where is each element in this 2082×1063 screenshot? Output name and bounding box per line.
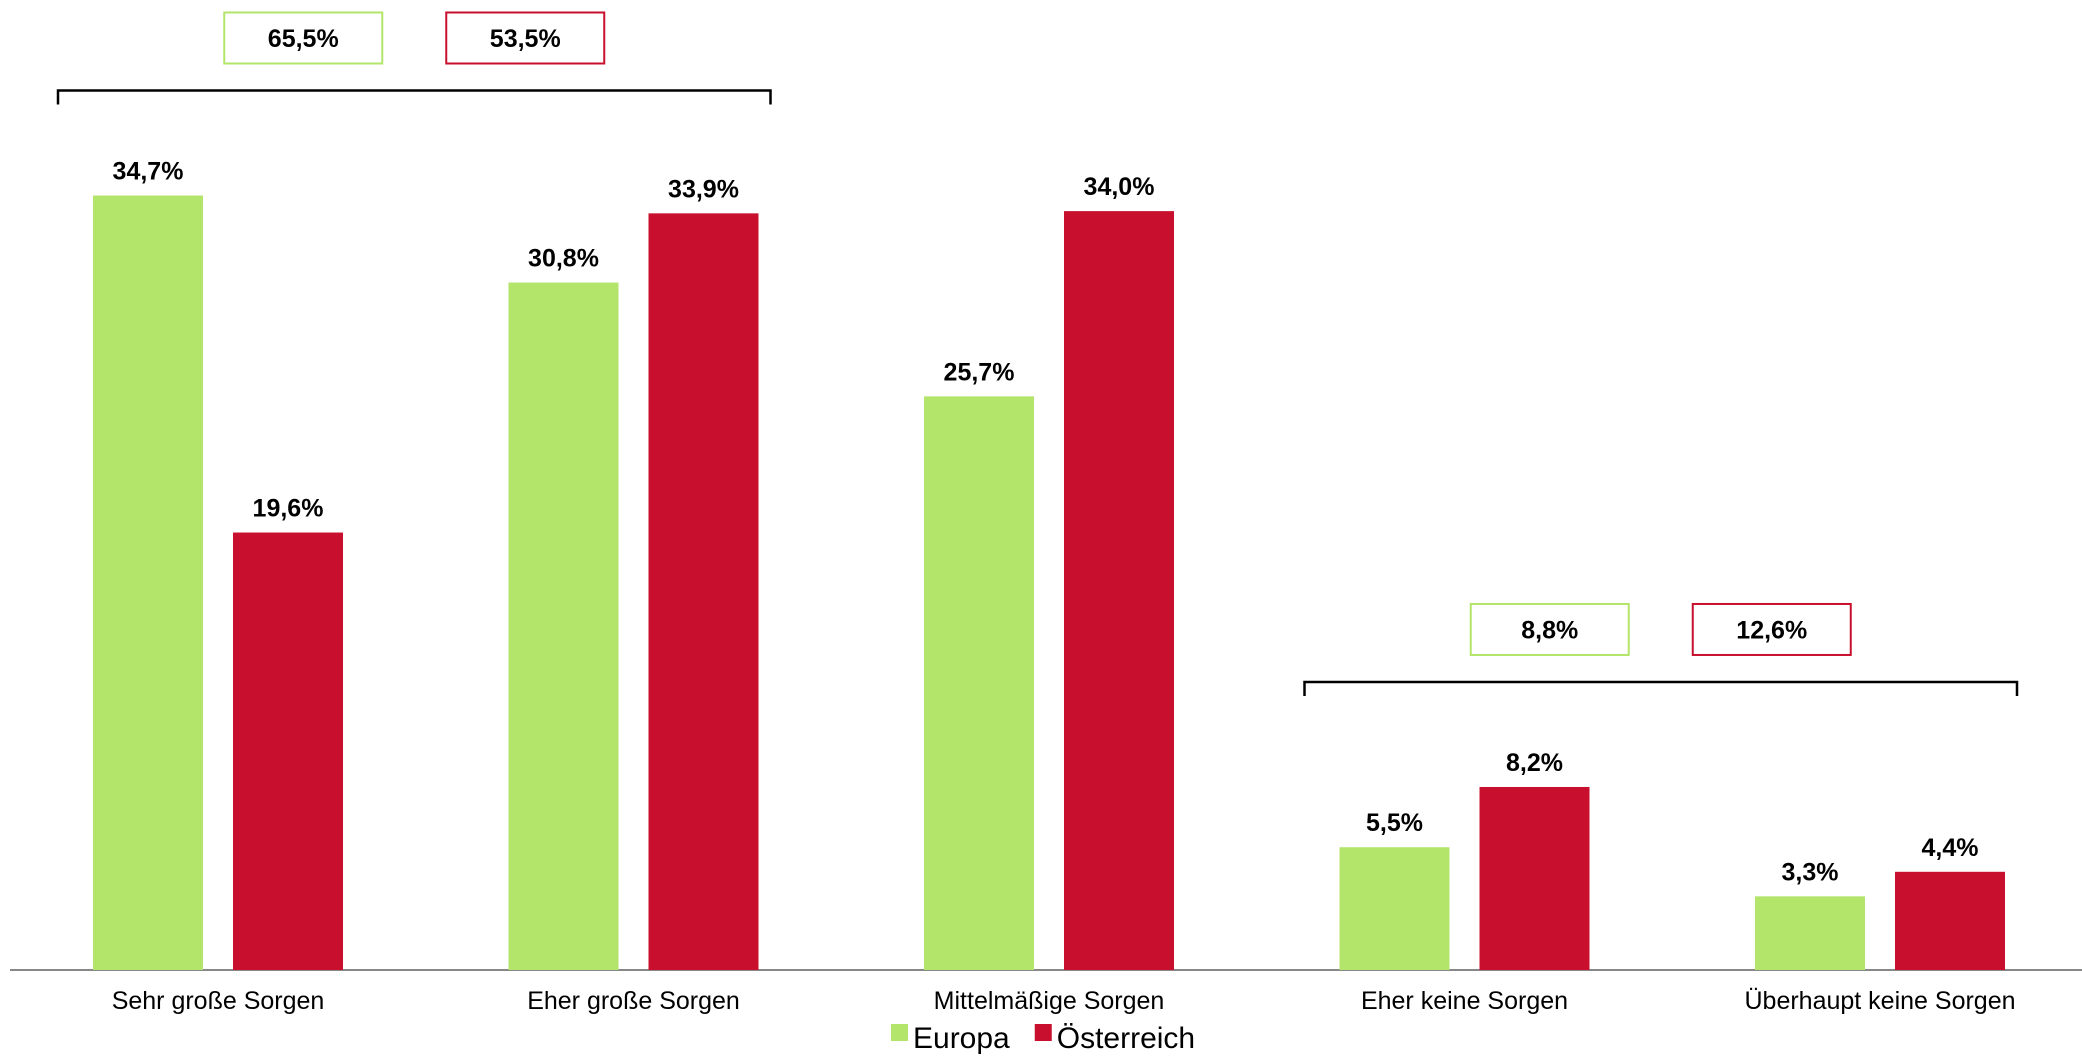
data-label-osterreich-uberhaupt-keine-sorgen: 4,4% [1922,834,1979,862]
bar-europa-sehr-grosse-sorgen [93,195,203,971]
bar-osterreich-sehr-grosse-sorgen [233,532,343,970]
bar-osterreich-eher-keine-sorgen [1479,786,1590,970]
bar-europa-eher-keine-sorgen [1339,847,1450,970]
total-label-osterreich-group-2: 12,6% [1736,616,1807,644]
data-label-osterreich-eher-keine-sorgen: 8,2% [1506,749,1563,777]
bar-europa-eher-grosse-sorgen [508,282,619,970]
data-label-europa-mittelmassige-sorgen: 25,7% [944,358,1015,386]
legend-swatch-osterreich [1034,1024,1052,1041]
bar-osterreich-mittelmassige-sorgen [1064,211,1174,970]
data-label-osterreich-mittelmassige-sorgen: 34,0% [1084,173,1155,201]
bar-europa-uberhaupt-keine-sorgen [1755,896,1865,970]
legend-swatch-europa [891,1024,908,1041]
group-bracket-1 [56,89,772,105]
data-label-europa-uberhaupt-keine-sorgen: 3,3% [1782,858,1839,886]
total-box-europa-group-2 [1469,602,1630,656]
category-label-mittelmassige-sorgen: Mittelmäßige Sorgen [934,987,1165,1015]
data-label-europa-eher-grosse-sorgen: 30,8% [528,245,599,273]
total-box-osterreich-group-2 [1691,602,1852,656]
group-bracket-2 [1303,680,2019,696]
data-label-osterreich-eher-grosse-sorgen: 33,9% [668,175,739,203]
category-label-eher-grosse-sorgen: Eher große Sorgen [527,987,740,1015]
total-box-osterreich-group-1 [445,11,606,65]
category-label-uberhaupt-keine-sorgen: Überhaupt keine Sorgen [1744,987,2015,1015]
category-label-sehr-grosse-sorgen: Sehr große Sorgen [112,987,325,1015]
data-label-europa-eher-keine-sorgen: 5,5% [1366,809,1423,837]
total-label-osterreich-group-1: 53,5% [490,25,561,53]
bar-osterreich-eher-grosse-sorgen [648,213,759,971]
legend-label-europa: Europa [913,1022,1010,1055]
total-box-europa-group-1 [223,11,384,65]
total-label-europa-group-1: 65,5% [268,25,339,53]
bar-osterreich-uberhaupt-keine-sorgen [1895,871,2005,970]
data-label-osterreich-sehr-grosse-sorgen: 19,6% [253,495,324,523]
category-label-eher-keine-sorgen: Eher keine Sorgen [1361,987,1568,1015]
legend-label-osterreich: Österreich [1057,1022,1195,1055]
data-label-europa-sehr-grosse-sorgen: 34,7% [113,157,184,185]
total-label-europa-group-2: 8,8% [1521,616,1578,644]
bar-europa-mittelmassige-sorgen [924,396,1034,971]
